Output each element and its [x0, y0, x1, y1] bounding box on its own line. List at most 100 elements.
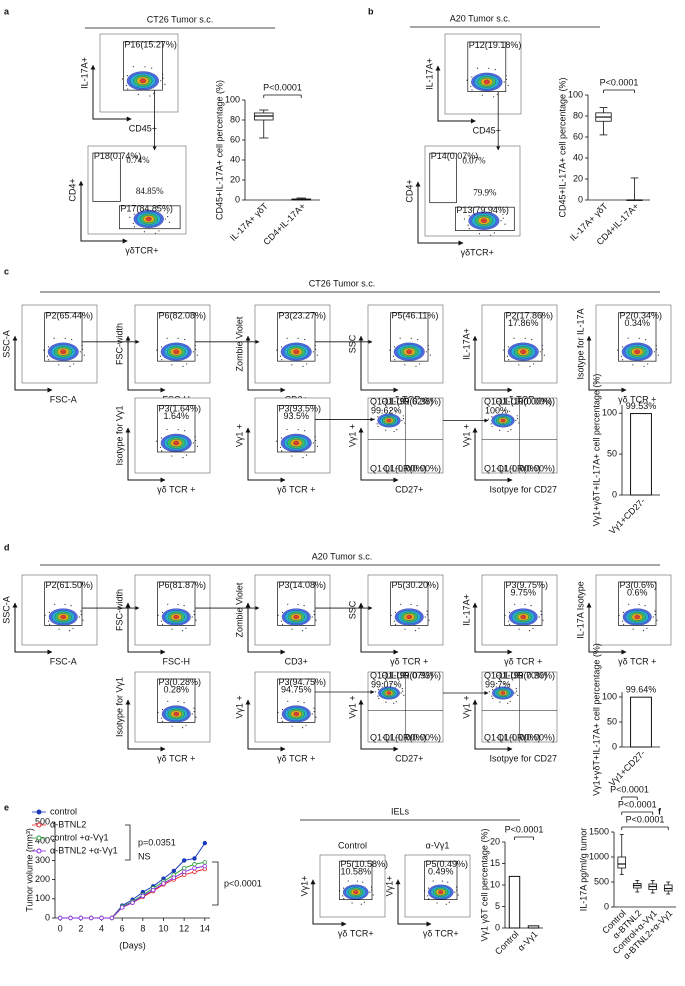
event-dot — [508, 359, 510, 361]
gate-name: P2(0.34%) — [620, 311, 663, 321]
density-contour — [60, 614, 67, 620]
event-dot — [195, 716, 197, 718]
event-dot — [393, 430, 395, 433]
axis-arrow — [245, 427, 286, 483]
event-dot — [161, 611, 164, 613]
gate-name: P3(93.5%) — [279, 403, 322, 413]
event-dot — [129, 216, 131, 218]
significance-label: P<0.0001 — [263, 82, 302, 92]
event-dot — [171, 364, 173, 366]
event-dot — [502, 213, 504, 216]
event-dot — [493, 96, 495, 98]
event-dot — [162, 720, 164, 722]
axis-arrow — [358, 335, 399, 393]
event-dot — [513, 337, 515, 339]
event-dot — [297, 603, 299, 606]
event-dot — [58, 364, 60, 366]
event-dot — [488, 691, 490, 693]
y-tick-label: 0 — [604, 901, 609, 911]
event-dot — [429, 354, 431, 356]
y-axis-label: Isotype for IL-17A — [575, 308, 585, 379]
event-dot — [515, 419, 517, 422]
event-dot — [143, 231, 146, 233]
gate-name: P3(0.6%) — [620, 580, 658, 590]
axis-arrow — [310, 879, 347, 927]
bar — [527, 925, 540, 929]
y-axis-label: CD45+IL-17A+ cell percentage (%) — [557, 77, 567, 217]
event-dot — [64, 337, 66, 339]
event-dot — [360, 903, 362, 905]
event-dot — [414, 630, 417, 632]
y-axis-label: IL-17A+ — [461, 594, 471, 626]
event-dot — [287, 700, 289, 702]
event-dot — [186, 454, 188, 456]
event-dot — [192, 351, 194, 353]
event-dot — [463, 218, 466, 220]
gate-percentage: 1.64% — [163, 411, 189, 421]
event-dot — [627, 337, 629, 339]
event-dot — [496, 93, 498, 95]
event-dot — [291, 455, 293, 457]
event-dot — [78, 616, 80, 618]
event-dot — [297, 428, 299, 431]
gate-percentage: 10.58% — [340, 867, 371, 877]
event-dot — [428, 619, 430, 621]
event-dot — [48, 359, 50, 361]
event-dot — [132, 222, 134, 225]
density-contour — [173, 711, 180, 717]
density-contour — [500, 418, 506, 423]
y-axis-label: IL-17A+ — [79, 57, 89, 89]
axis-arrow — [125, 699, 166, 752]
data-point — [130, 900, 135, 905]
event-dot — [401, 690, 404, 692]
x-tick-label: 2 — [78, 923, 83, 933]
event-dot — [401, 688, 403, 690]
event-dot — [177, 700, 179, 703]
density-contour — [520, 614, 527, 620]
event-dot — [79, 351, 81, 353]
panel-letter: a — [4, 6, 10, 16]
y-tick-label: 0 — [495, 922, 500, 932]
legend-marker — [36, 835, 42, 841]
event-dot — [467, 224, 469, 226]
density-contour — [520, 349, 527, 355]
gate-name: P3(14.08%) — [279, 580, 327, 590]
significance-label: P<0.0001 — [505, 824, 544, 834]
gate-percentage: 0.28% — [163, 684, 189, 694]
significance-bracket — [125, 824, 131, 861]
event-dot — [628, 603, 630, 605]
y-tick-label: 500 — [594, 876, 609, 886]
density-contour — [293, 440, 300, 446]
event-dot — [47, 620, 50, 622]
event-dot — [191, 713, 193, 715]
event-dot — [416, 604, 418, 607]
axis-arrow — [586, 335, 627, 393]
axis-arrow — [12, 335, 53, 393]
event-dot — [385, 701, 387, 703]
event-dot — [448, 901, 450, 903]
gate-name: P12(19.18%) — [469, 40, 522, 50]
gate-name: P3(1.64%) — [159, 403, 202, 413]
event-dot — [622, 611, 625, 613]
gate-name: P3(94.75%) — [279, 677, 327, 687]
event-dot — [125, 84, 128, 87]
y-tick-label: 100 — [602, 408, 617, 418]
event-dot — [436, 902, 438, 904]
event-dot — [133, 226, 136, 228]
event-dot — [185, 627, 187, 629]
panel-title: A20 Tumor s.c. — [450, 13, 511, 23]
event-dot — [160, 717, 163, 719]
panel-title: CT26 Tumor s.c. — [147, 14, 214, 24]
significance-label: p<0.0001 — [224, 878, 262, 888]
event-dot — [454, 891, 456, 893]
data-point — [192, 856, 197, 861]
x-tick-label: Control — [493, 929, 521, 957]
event-dot — [518, 364, 520, 366]
event-dot — [177, 603, 179, 606]
event-dot — [507, 702, 509, 704]
y-tick-label: 1000 — [589, 851, 609, 861]
plot-title: Control — [338, 840, 367, 850]
data-point — [171, 875, 177, 880]
y-tick-label: 5 — [495, 901, 500, 911]
event-dot — [428, 898, 430, 900]
